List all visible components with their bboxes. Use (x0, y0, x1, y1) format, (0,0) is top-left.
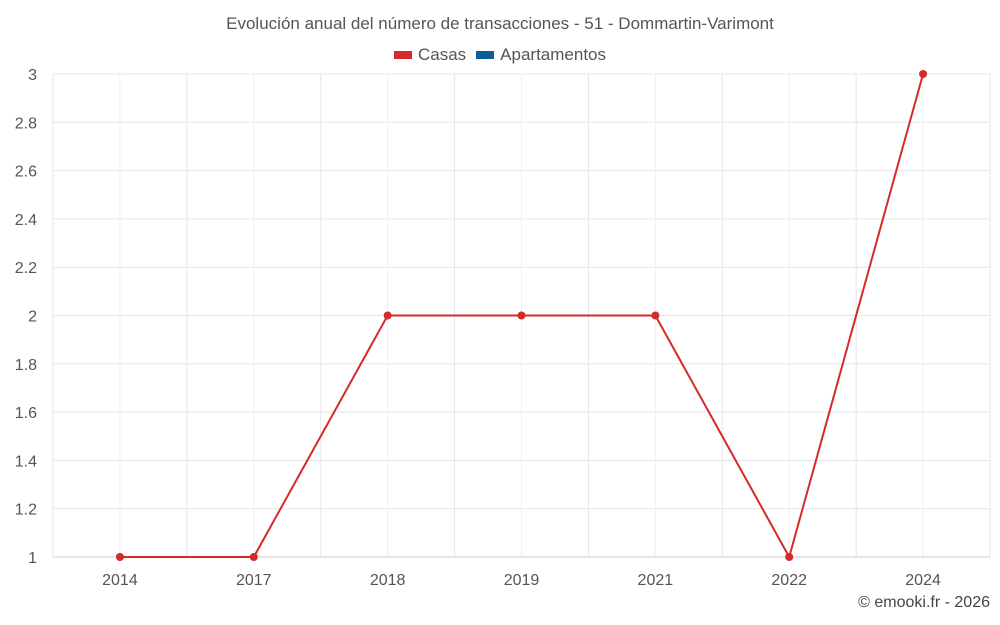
y-tick-label: 1.2 (15, 502, 37, 519)
data-point (115, 553, 124, 561)
data-point (919, 70, 928, 78)
legend-label-apartamentos: Apartamentos (500, 45, 607, 64)
y-tick-label: 2 (28, 309, 37, 326)
credits[interactable]: © emooki.fr - 2026 (858, 594, 990, 611)
y-tick-label: 2.8 (15, 115, 37, 132)
y-tick-label: 1.4 (15, 453, 37, 470)
legend-label-casas: Casas (417, 45, 467, 64)
x-tick-label: 2021 (638, 572, 674, 589)
data-point (383, 311, 392, 320)
legend-swatch-casas (393, 51, 412, 59)
y-tick-label: 1.8 (15, 357, 37, 374)
x-tick-label: 2022 (771, 572, 807, 589)
y-tick-label: 2.6 (15, 164, 37, 181)
x-tick-label: 2018 (370, 572, 406, 589)
x-tick-label: 2019 (504, 572, 540, 589)
chart-title: Evolución anual del número de transaccio… (226, 14, 774, 33)
legend-item-apartamentos[interactable]: Apartamentos (476, 45, 606, 65)
legend-item-casas[interactable]: Casas (393, 45, 467, 65)
y-tick-label: 1 (28, 550, 37, 567)
y-tick-label: 2.2 (15, 260, 37, 277)
y-tick-label: 1.6 (15, 405, 37, 422)
data-point (249, 553, 258, 561)
data-point (517, 311, 526, 320)
y-tick-label: 3 (28, 67, 37, 84)
y-tick-label: 2.4 (15, 212, 37, 229)
data-point (785, 553, 794, 561)
legend-swatch-apartamentos (476, 51, 495, 59)
data-point (651, 311, 660, 320)
x-tick-label: 2017 (236, 572, 272, 589)
x-tick-label: 2024 (905, 572, 941, 589)
x-tick-label: 2014 (102, 572, 138, 589)
legend: Casas Apartamentos (0, 45, 1000, 65)
